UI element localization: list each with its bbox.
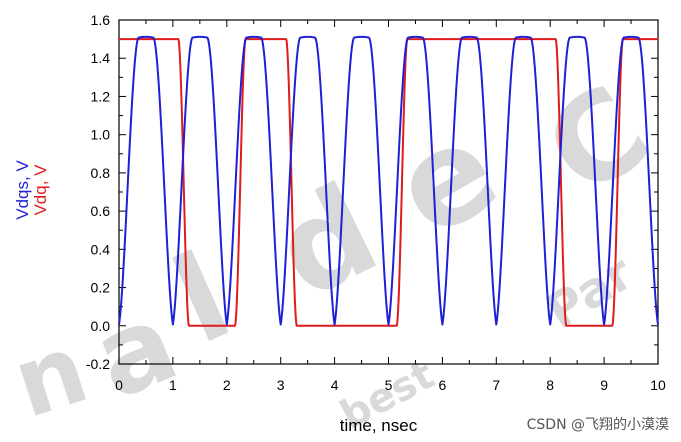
x-tick-label: 7	[492, 377, 500, 393]
series-layer	[118, 35, 659, 327]
credit-text: CSDN @飞翔的小漠漠	[526, 417, 669, 433]
y-tick-label: 1.0	[91, 127, 111, 143]
x-tick-label: 10	[650, 377, 666, 393]
y-tick-label: 1.4	[91, 50, 111, 66]
y-tick-label: 1.2	[91, 88, 111, 104]
watermark-letter: C	[522, 59, 674, 223]
x-tick-label: 0	[115, 377, 123, 393]
x-axis-label: time, nsec	[340, 416, 418, 435]
x-tick-label: 3	[277, 377, 285, 393]
x-tick-label: 9	[600, 377, 608, 393]
y-tick-label: 0.0	[91, 318, 111, 334]
series-line-vdqs	[118, 35, 659, 326]
x-tick-label: 5	[385, 377, 393, 393]
series-line-vdq	[118, 38, 659, 327]
x-tick-label: 1	[169, 377, 177, 393]
y-tick-label: 0.8	[91, 165, 111, 181]
y-label-part: Vdqs, V	[13, 160, 32, 220]
y-tick-label: 1.6	[91, 12, 111, 28]
x-tick-label: 2	[223, 377, 231, 393]
y-tick-label: 0.6	[91, 203, 111, 219]
y-label-part: Vdq, V	[31, 164, 50, 216]
x-tick-label: 4	[331, 377, 339, 393]
y-axis: -0.2 0.0 0.2 0.4 0.6 0.8 1.0 1.2 1.4 1.6	[86, 12, 658, 372]
y-tick-label: 0.4	[91, 241, 111, 257]
y-tick-label: -0.2	[86, 356, 110, 372]
x-tick-label: 6	[439, 377, 447, 393]
watermark-letter: e	[370, 91, 522, 267]
x-axis: 0 1 2 3 4 5 6 7 8 9 10	[115, 20, 666, 393]
x-tick-label: 8	[546, 377, 554, 393]
y-tick-label: 0.2	[91, 280, 111, 296]
watermark-letter: n	[0, 312, 100, 440]
y-axis-label: Vdqs, VVdq, V	[13, 160, 50, 220]
